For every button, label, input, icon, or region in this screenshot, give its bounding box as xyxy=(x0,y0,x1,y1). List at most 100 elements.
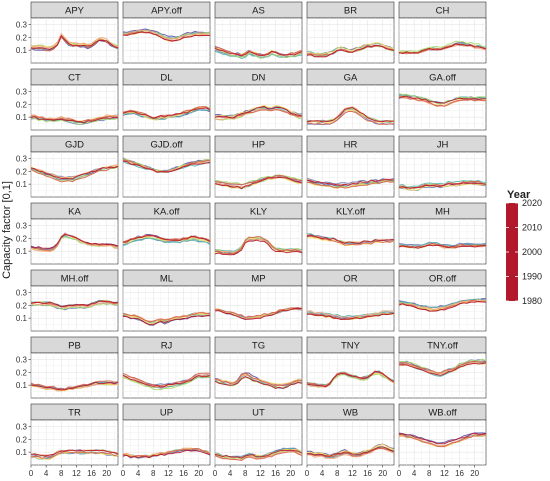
y-axis-label: Capacity factor [0,1] xyxy=(1,181,13,279)
year-line xyxy=(122,107,211,119)
year-line xyxy=(306,180,395,189)
year-line xyxy=(399,360,487,374)
panel-label: GJD.off xyxy=(150,140,182,151)
year-line xyxy=(398,95,487,104)
year-line xyxy=(214,451,303,462)
year-line xyxy=(122,31,211,42)
panel-plot-area xyxy=(398,84,487,131)
legend-title: Year xyxy=(507,189,531,201)
year-line xyxy=(398,432,487,445)
panel-label: CH xyxy=(436,6,450,17)
x-tick-label: 16 xyxy=(87,469,96,476)
panel-label: DL xyxy=(160,73,172,84)
year-line xyxy=(306,110,395,126)
year-line xyxy=(307,443,395,457)
year-line xyxy=(398,300,487,312)
year-line xyxy=(306,236,395,247)
y-tick-label: 0.3 xyxy=(16,87,28,96)
facet-panel: TG xyxy=(214,336,303,399)
year-line xyxy=(30,165,119,180)
x-tick-label: 20 xyxy=(470,469,479,476)
x-tick-label: 12 xyxy=(256,469,265,476)
year-line xyxy=(214,105,303,119)
facet-panels: APY 0.1 0.2 0.3 APY.off AS BR CH CT 0.1 0.2 0.3 DL DN… xyxy=(16,1,487,478)
year-line xyxy=(214,448,303,459)
panel-plot-area xyxy=(398,17,487,64)
year-line xyxy=(30,381,119,391)
facet-panel: MP xyxy=(214,269,303,332)
year-line xyxy=(214,104,303,117)
panel-plot-area xyxy=(122,285,211,332)
panel-label: KA.off xyxy=(154,207,180,218)
y-tick-label: 0.1 xyxy=(16,448,28,457)
year-line xyxy=(306,370,395,388)
x-tick-label: 12 xyxy=(164,469,173,476)
y-tick-label: 0.1 xyxy=(16,180,28,189)
y-tick-label: 0.3 xyxy=(16,221,28,230)
year-line xyxy=(398,362,487,376)
facet-panel: OR.off xyxy=(398,269,487,332)
year-line xyxy=(398,182,487,189)
y-tick-label: 0.2 xyxy=(16,368,28,377)
x-tick-label: 8 xyxy=(335,469,340,476)
year-line xyxy=(214,48,303,59)
panel-label: OR xyxy=(343,274,357,285)
facet-panel: KA 0.1 0.2 0.3 xyxy=(16,202,119,265)
facet-panel: APY 0.1 0.2 0.3 xyxy=(16,1,119,64)
year-line xyxy=(30,117,119,126)
x-tick-label: 16 xyxy=(363,469,372,476)
year-line xyxy=(306,446,395,457)
panel-label: PB xyxy=(68,341,81,352)
year-legend: Year 2020 2010 2000 1990 1980 xyxy=(506,189,542,306)
panel-label: RJ xyxy=(161,341,173,352)
panel-label: BR xyxy=(344,6,357,17)
facet-panel: GA.off xyxy=(398,68,487,131)
panel-label: APY xyxy=(65,6,85,17)
x-tick-label: 12 xyxy=(440,469,449,476)
panel-plot-area xyxy=(306,285,395,332)
facet-panel: KLY.off xyxy=(306,202,395,265)
panel-label: TR xyxy=(68,408,81,419)
facet-panel: MH.off 0.1 0.2 0.3 xyxy=(16,269,119,332)
year-line xyxy=(122,376,211,391)
panel-label: JH xyxy=(437,140,449,151)
panel-plot-area xyxy=(214,218,303,265)
y-tick-label: 0.2 xyxy=(16,100,28,109)
y-tick-label: 0.2 xyxy=(16,234,28,243)
year-line xyxy=(30,300,119,308)
panel-label: APY.off xyxy=(151,6,182,17)
facet-panel: TR 0.1 0.2 0.3 0 4 8 12 16 20 xyxy=(16,403,119,478)
panel-plot-area xyxy=(398,151,487,198)
year-line xyxy=(30,234,119,249)
x-tick-label: 4 xyxy=(44,469,49,476)
x-tick-label: 4 xyxy=(320,469,325,476)
year-line xyxy=(30,233,119,251)
x-tick-label: 20 xyxy=(194,469,203,476)
facet-panel: DN xyxy=(214,68,303,131)
year-line xyxy=(30,34,119,51)
year-line xyxy=(214,239,303,256)
year-line xyxy=(122,312,211,323)
y-tick-label: 0.1 xyxy=(16,314,28,323)
year-line xyxy=(214,174,302,186)
legend-tick-label: 2010 xyxy=(522,223,542,233)
year-line xyxy=(30,166,119,183)
legend-tick-label: 1990 xyxy=(522,272,542,282)
panel-plot-area xyxy=(122,151,211,198)
facet-panel: DL xyxy=(122,68,211,131)
panel-label: KA xyxy=(68,207,81,218)
facet-panel: UT 0 4 8 12 16 20 xyxy=(213,403,303,478)
panel-plot-area xyxy=(398,218,487,265)
panel-label: MH.off xyxy=(61,274,89,285)
y-tick-label: 0.3 xyxy=(16,355,28,364)
panel-plot-area xyxy=(122,419,211,466)
year-line xyxy=(30,303,119,310)
facet-panel: ML xyxy=(122,269,211,332)
facet-panel: PB 0.1 0.2 0.3 xyxy=(16,336,119,399)
panel-label: UT xyxy=(252,408,265,419)
legend-tick-label: 2020 xyxy=(522,198,542,208)
x-tick-label: 4 xyxy=(228,469,233,476)
x-tick-label: 16 xyxy=(179,469,188,476)
facet-panel: WB 0 4 8 12 16 20 xyxy=(305,403,395,478)
year-line xyxy=(122,448,211,458)
